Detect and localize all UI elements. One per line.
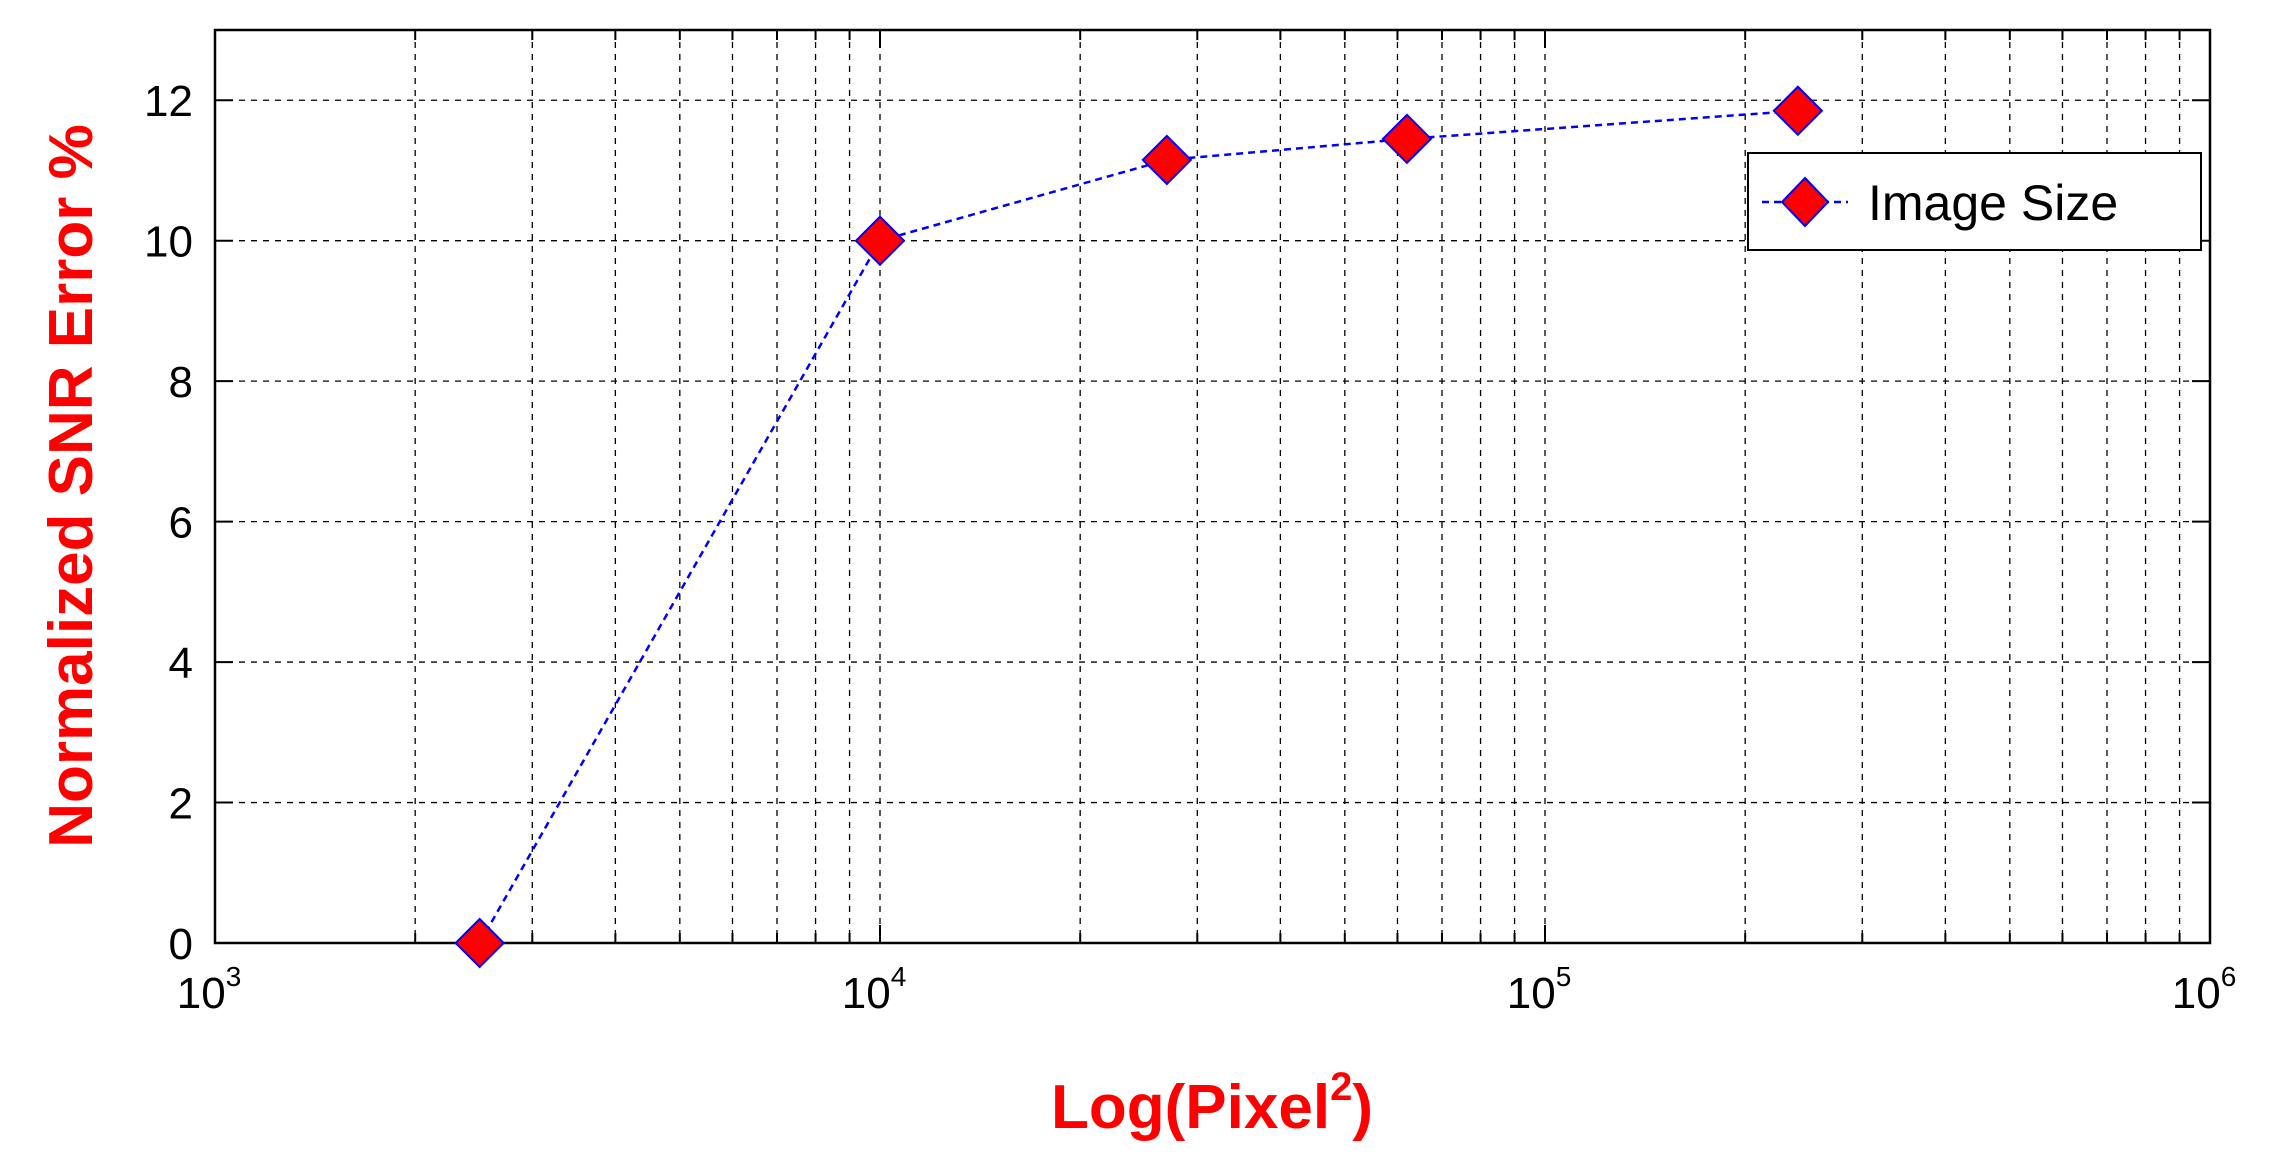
- x-tick-base: 10: [842, 969, 891, 1018]
- y-tick-labels: 0 2 4 6 8 10 12: [144, 77, 193, 969]
- legend-label-image-size: Image Size: [1868, 175, 2118, 231]
- plot-frame: [213, 28, 2212, 945]
- y-tick-label: 12: [144, 77, 193, 126]
- y-tick-label: 4: [169, 639, 193, 688]
- x-tick-base: 10: [1507, 969, 1556, 1018]
- x-axis-title-sup: 2: [1330, 1065, 1352, 1109]
- data-point-marker: [1381, 113, 1433, 165]
- x-tick-labels: 103 104 105 106: [177, 961, 2237, 1018]
- x-tick-base: 10: [2172, 969, 2221, 1018]
- major-grid: [215, 30, 2210, 943]
- minor-grid: [414, 30, 2181, 943]
- series-markers: [454, 85, 1824, 969]
- x-tick-label: 103: [177, 961, 242, 1018]
- y-tick-label: 2: [169, 780, 193, 829]
- y-tick-label: 8: [169, 358, 193, 407]
- legend: Image Size: [1747, 152, 2202, 251]
- x-axis-title: Log(Pixel2): [1051, 1065, 1373, 1142]
- x-tick-exponent: 6: [2221, 961, 2237, 992]
- y-axis-title: Normalized SNR Error %: [37, 124, 106, 848]
- y-tick-label: 0: [169, 920, 193, 969]
- x-axis-title-close: ): [1352, 1073, 1373, 1142]
- legend-marker-sample: [1780, 176, 1830, 228]
- x-tick-label: 105: [1507, 961, 1572, 1018]
- data-point-marker: [854, 215, 906, 267]
- data-point-marker: [454, 917, 506, 969]
- x-tick-label: 106: [2172, 961, 2237, 1018]
- x-tick-label: 104: [842, 961, 907, 1018]
- x-axis-title-main: Log(Pixel: [1051, 1073, 1330, 1142]
- data-point-marker: [1141, 134, 1193, 186]
- data-point-marker: [1772, 85, 1824, 137]
- x-tick-base: 10: [177, 969, 226, 1018]
- x-tick-exponent: 3: [226, 961, 242, 992]
- x-tick-exponent: 5: [1556, 961, 1572, 992]
- x-tick-exponent: 4: [891, 961, 907, 992]
- y-tick-label: 10: [144, 218, 193, 267]
- y-tick-label: 6: [169, 499, 193, 548]
